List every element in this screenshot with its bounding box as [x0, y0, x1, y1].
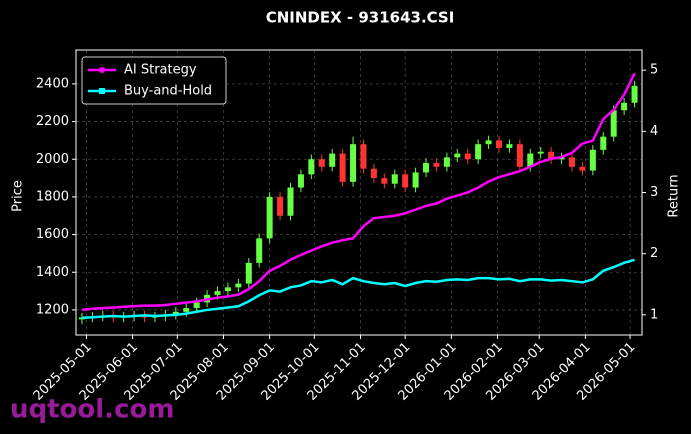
- candle-body: [183, 308, 190, 312]
- y2-tick-label: 1: [650, 307, 658, 322]
- candle-body: [287, 187, 294, 216]
- candle-body: [485, 140, 492, 145]
- y2-tick-label: 5: [650, 63, 658, 78]
- y-tick-label: 2200: [36, 114, 69, 129]
- candle-body: [516, 144, 523, 167]
- y-axis-label: Price: [11, 180, 26, 212]
- candle-body: [329, 153, 336, 167]
- chart-title: CNINDEX - 931643.CSI: [266, 9, 455, 27]
- y-tick-label: 1200: [36, 302, 69, 317]
- candle-body: [308, 159, 315, 175]
- candle-body: [496, 140, 503, 148]
- candle-body: [256, 238, 263, 263]
- candle-body: [277, 196, 284, 216]
- candle-body: [172, 311, 179, 315]
- y2-tick-label: 3: [650, 185, 658, 200]
- candle-body: [568, 157, 575, 167]
- y2-tick-label: 2: [650, 246, 658, 261]
- legend-box: [81, 56, 227, 105]
- candle-body: [370, 168, 377, 179]
- candle-body: [443, 157, 450, 167]
- candle-body: [297, 174, 304, 188]
- candle-body: [214, 291, 221, 295]
- candle-body: [266, 196, 273, 239]
- candle-body: [610, 110, 617, 137]
- candle-body: [245, 262, 252, 284]
- candle-body: [527, 153, 534, 167]
- candle-body: [464, 153, 471, 160]
- candle-body: [339, 153, 346, 182]
- y-tick-label: 1400: [36, 265, 69, 280]
- y-tick-label: 1800: [36, 189, 69, 204]
- candle-body: [558, 157, 565, 160]
- candle-body: [621, 102, 628, 111]
- candle-body: [193, 302, 200, 309]
- line-series: [81, 72, 636, 312]
- candle-body: [631, 85, 638, 103]
- candle-body: [423, 163, 430, 173]
- candle-body: [579, 166, 586, 171]
- candle-body: [506, 144, 513, 148]
- legend-label: Buy-and-Hold: [124, 84, 212, 99]
- candle-body: [391, 174, 398, 184]
- candle-body: [600, 136, 607, 150]
- candle-body: [402, 174, 409, 188]
- candle-body: [537, 151, 544, 154]
- candle-body: [78, 317, 85, 320]
- candle-body: [433, 163, 440, 167]
- candle-body: [589, 149, 596, 171]
- candle-body: [350, 144, 357, 182]
- y-tick-label: 1600: [36, 227, 69, 242]
- candle-body: [548, 151, 555, 160]
- candle-body: [224, 287, 231, 292]
- candle-body: [235, 283, 242, 288]
- candle-body: [454, 153, 461, 158]
- candle-body: [381, 178, 388, 184]
- y-tick-label: 2400: [36, 76, 69, 91]
- y2-axis-label: Return: [667, 174, 682, 217]
- candle-body: [318, 159, 325, 167]
- candle-body: [412, 172, 419, 188]
- line-series: [81, 258, 635, 320]
- watermark: uqtool.com: [10, 395, 174, 425]
- candle-body: [360, 144, 367, 169]
- legend-marker: [99, 88, 105, 94]
- legend-marker: [99, 67, 105, 73]
- plot-frame: [75, 49, 643, 336]
- y2-tick-label: 4: [650, 124, 658, 139]
- legend-label: AI Strategy: [124, 63, 197, 78]
- candle-body: [475, 144, 482, 160]
- y-tick-label: 2000: [36, 152, 69, 167]
